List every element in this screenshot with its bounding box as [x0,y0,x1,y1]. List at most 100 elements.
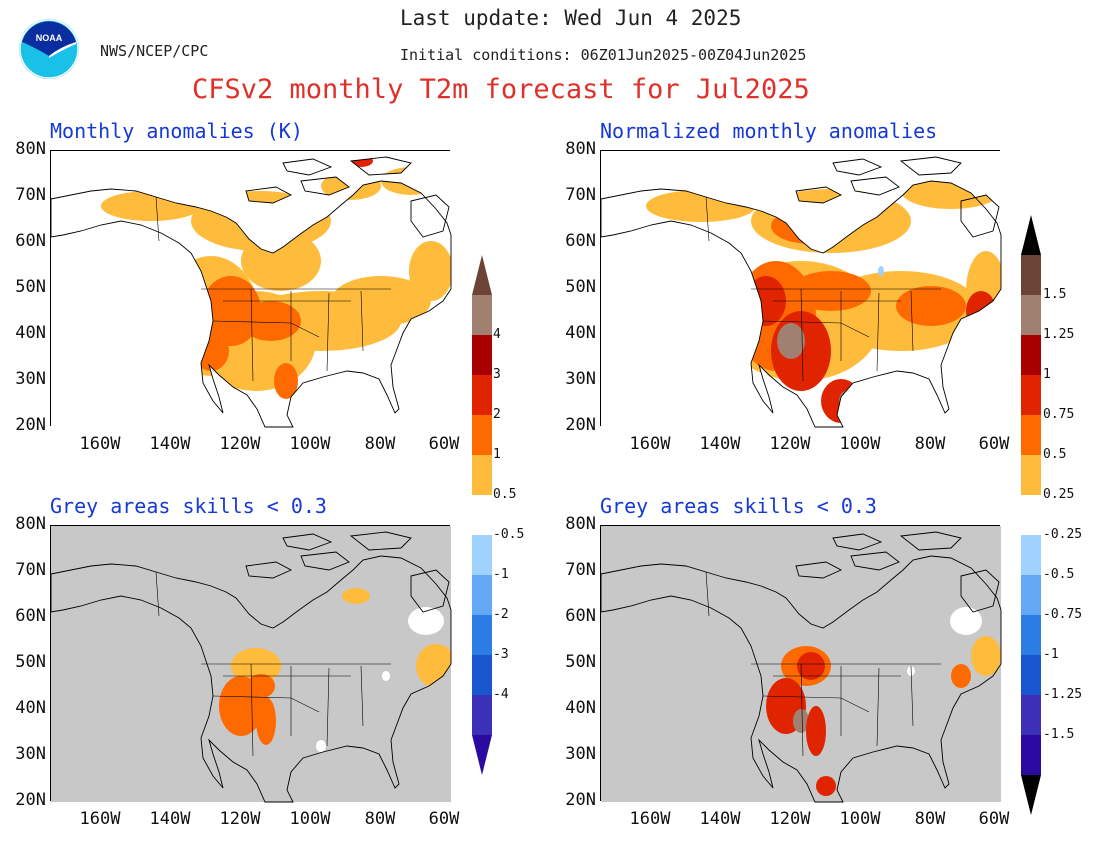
anomaly-region [797,652,825,680]
colorbar-label: -0.5 [493,527,525,542]
lat-tick-label: 60N [565,231,596,251]
colorbar-label: -2 [493,607,509,622]
panel-title-anom-skill: Grey areas skills < 0.3 [50,494,327,518]
colorbar-label: 1 [1043,367,1051,382]
anomaly-region [256,697,276,745]
skill-clear-area [950,607,982,635]
colorbar-segment [1021,735,1041,775]
colorbar-segment-neutral [472,495,492,535]
lat-tick-label: 20N [565,415,596,435]
colorbar-label: 1.5 [1043,287,1067,302]
lon-tick-label: 80W [914,434,946,454]
map-canvas [50,526,452,803]
lon-tick-label: 160W [79,809,121,829]
lon-tick-label: 60W [428,809,460,829]
panel-title-norm: Normalized monthly anomalies [600,119,938,143]
panel-title-anom: Monthly anomalies (K) [50,119,303,143]
lat-tick-label: 40N [15,698,46,718]
lat-tick-label: 80N [565,514,596,534]
lon-tick-label: 140W [699,434,741,454]
lat-tick-label: 50N [15,277,46,297]
map-panel-anomalies [50,150,452,428]
lon-tick-label: 120W [219,434,261,454]
colorbar-label: 3 [493,367,501,382]
coastline [600,531,1002,803]
anomaly-region [231,648,281,684]
lat-tick-label: 30N [15,369,46,389]
lat-tick-label: 40N [565,323,596,343]
lat-tick-label: 80N [15,139,46,159]
lat-tick-label: 70N [15,560,46,580]
map-canvas [600,151,1002,428]
anomaly-region [247,674,275,698]
colorbar-segment [1021,575,1041,615]
colorbar-segment [472,295,492,335]
anomaly-region [793,709,809,733]
lon-tick-label: 120W [769,434,811,454]
lat-tick-label: 80N [15,514,46,534]
colorbar-segment-neutral [1021,495,1041,535]
lat-tick-label: 20N [565,790,596,810]
anomaly-region [274,363,298,399]
noaa-logo: NOAA [19,19,79,79]
colorbar-segment [1021,615,1041,655]
lat-tick-label: 70N [565,560,596,580]
colorbar-segment [472,695,492,735]
colorbar-label: -0.5 [1043,567,1075,582]
colorbar-segment [1021,695,1041,735]
anomaly-region [777,323,805,359]
colorbar-label: -1 [493,567,509,582]
lat-tick-label: 70N [15,185,46,205]
colorbar-arrow-bottom [1021,775,1041,815]
lon-tick-label: 80W [364,434,396,454]
colorbar-arrow-top [472,255,492,295]
colorbar-segment [472,535,492,575]
lon-tick-label: 80W [914,809,946,829]
lat-tick-label: 70N [565,185,596,205]
skill-clear-area [408,607,444,635]
coastline [600,156,1002,428]
colorbar-segment [472,375,492,415]
map-panel-normalized [600,150,1002,428]
colorbar-segment [1021,655,1041,695]
colorbar-segment [472,655,492,695]
colorbar-label: -0.75 [1043,607,1083,622]
lat-tick-label: 30N [565,369,596,389]
lat-tick-label: 40N [565,698,596,718]
skill-clear-area [316,740,326,752]
lat-tick-label: 50N [15,652,46,672]
colorbar-label: 2 [493,407,501,422]
colorbar-segment [1021,255,1041,295]
anomaly-region [409,241,451,301]
lon-tick-label: 100W [839,809,881,829]
lat-tick-label: 30N [565,744,596,764]
lat-tick-label: 60N [15,606,46,626]
coastline [50,531,452,803]
colorbar-label: -1 [1043,647,1059,662]
anomaly-region [951,664,971,688]
colorbar-segment [472,335,492,375]
lon-tick-label: 100W [289,434,331,454]
lat-tick-label: 80N [565,139,596,159]
lat-tick-label: 50N [565,277,596,297]
skill-clear-area [382,671,390,681]
lon-tick-label: 60W [978,809,1010,829]
lon-tick-label: 160W [629,434,671,454]
lat-tick-label: 50N [565,652,596,672]
lon-tick-label: 120W [769,809,811,829]
colorbar-segment [472,575,492,615]
colorbar-label: 1 [493,447,501,462]
colorbar-label: 0.25 [1043,487,1075,502]
lon-tick-label: 60W [978,434,1010,454]
map-canvas [50,151,452,428]
anomaly-region [896,286,966,326]
lon-tick-label: 160W [629,809,671,829]
colorbar-label: 4 [493,327,501,342]
lat-tick-label: 30N [15,744,46,764]
lon-tick-label: 100W [839,434,881,454]
colorbar-label: -1.25 [1043,687,1083,702]
lon-tick-label: 80W [364,809,396,829]
colorbar-segment [1021,455,1041,495]
lat-tick-label: 20N [15,415,46,435]
colorbar-segment [1021,335,1041,375]
